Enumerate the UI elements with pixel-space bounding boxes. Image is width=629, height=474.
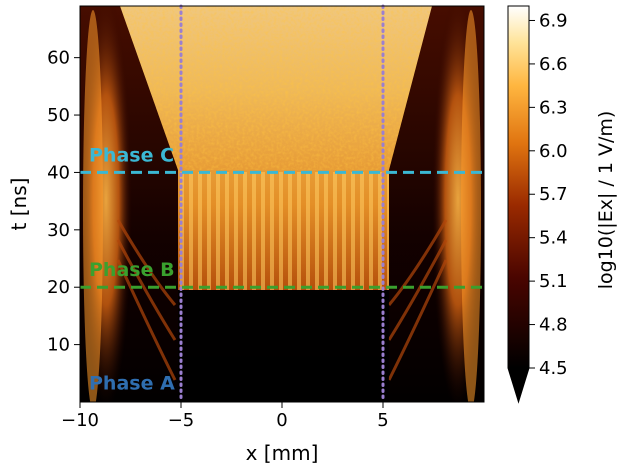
phase-label: Phase B: [89, 259, 175, 281]
y-tick-label: 30: [47, 220, 70, 241]
colorbar-tick-label: 6.3: [539, 97, 568, 118]
y-tick-label: 60: [47, 48, 70, 69]
colorbar: 4.5 4.8 5.1 5.4 5.7 6.0 6.3 6.6 6.9 log10(|Ex| /…: [507, 5, 617, 404]
phase-label: Phase A: [89, 373, 175, 395]
colorbar-tick-label: 4.8: [539, 315, 568, 336]
colorbar-tick-label: 5.7: [539, 184, 568, 205]
colorbar-label: log10(|Ex| / 1 V/m): [595, 111, 617, 290]
colorbar-tick-label: 6.9: [539, 10, 568, 31]
colorbar-tick-label: 6.0: [539, 141, 568, 162]
colorbar-tick-label: 5.1: [539, 271, 568, 292]
colorbar-tick-label: 5.4: [539, 228, 568, 249]
colorbar-gradient: [508, 6, 529, 368]
y-tick-label: 50: [47, 105, 70, 126]
phase-label: Phase C: [89, 144, 174, 166]
colorbar-outline: [507, 5, 530, 404]
x-tick-label: −5: [168, 410, 195, 431]
y-tick-label: 40: [47, 162, 70, 183]
y-tick-label: 10: [47, 335, 70, 356]
x-tick-label: −10: [61, 410, 99, 431]
colorbar-tick-label: 4.5: [539, 358, 568, 379]
heatmap-image: [80, 6, 484, 402]
colorbar-tick-label: 6.6: [539, 54, 568, 75]
colorbar-extend-triangle: [508, 368, 529, 402]
x-tick-label: 5: [377, 410, 388, 431]
y-axis-label: t [ns]: [7, 178, 31, 231]
x-tick-label: 0: [276, 410, 287, 431]
x-axis-label: x [mm]: [246, 441, 319, 465]
y-tick-label: 20: [47, 277, 70, 298]
